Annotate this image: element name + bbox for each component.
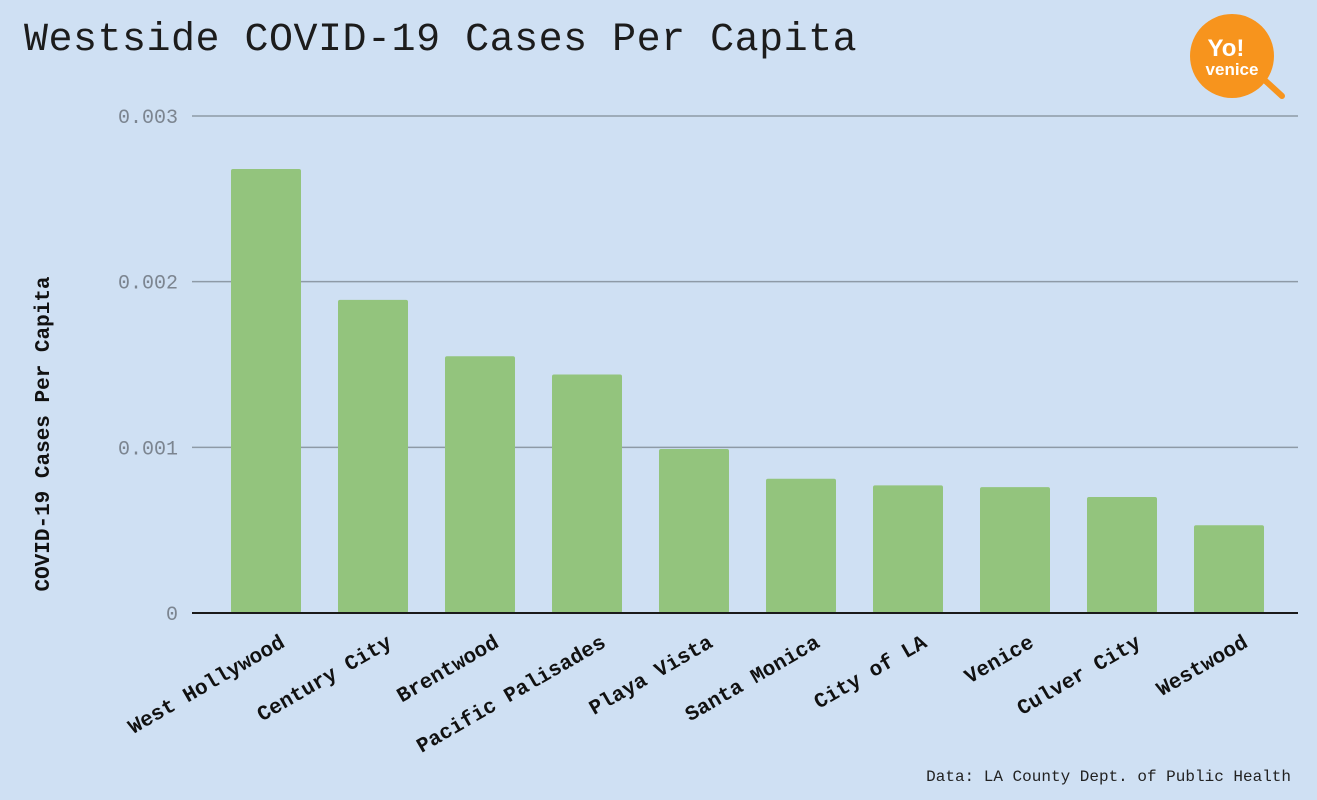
logo-text-yo: Yo! (1208, 35, 1245, 62)
bar (659, 448, 729, 613)
bar (1194, 525, 1264, 613)
x-tick-label: Playa Vista (586, 632, 718, 721)
bar (445, 356, 515, 613)
bar (766, 478, 836, 613)
bar (873, 485, 943, 613)
x-tick-label: Westwood (1154, 632, 1253, 702)
x-tick-label: Venice (962, 632, 1039, 690)
x-tick-label: Century City (254, 632, 397, 728)
bar (338, 299, 408, 613)
x-tick-label: Santa Monica (682, 632, 825, 728)
y-tick-label: 0.001 (118, 438, 178, 461)
y-tick-label: 0.003 (118, 107, 178, 130)
y-axis-label: COVID-19 Cases Per Capita (33, 276, 56, 591)
x-tick-label: Culver City (1014, 632, 1146, 721)
bar (231, 169, 301, 613)
yo-venice-logo: Yo! venice (1190, 14, 1285, 99)
x-tick-label: Pacific Palisades (413, 632, 610, 759)
logo-circle (1190, 14, 1274, 98)
x-tick-label: Brentwood (394, 632, 504, 709)
bar (1087, 497, 1157, 613)
x-tick-label: City of LA (811, 632, 932, 715)
x-tick-label: West Hollywood (125, 632, 289, 740)
chart-title: Westside COVID-19 Cases Per Capita (24, 18, 858, 63)
y-tick-label: 0.002 (118, 273, 178, 296)
source-note: Data: LA County Dept. of Public Health (926, 768, 1291, 786)
logo-text-venice: venice (1206, 60, 1259, 79)
bar (980, 487, 1050, 613)
y-tick-label: 0 (166, 604, 178, 627)
bar (552, 374, 622, 613)
